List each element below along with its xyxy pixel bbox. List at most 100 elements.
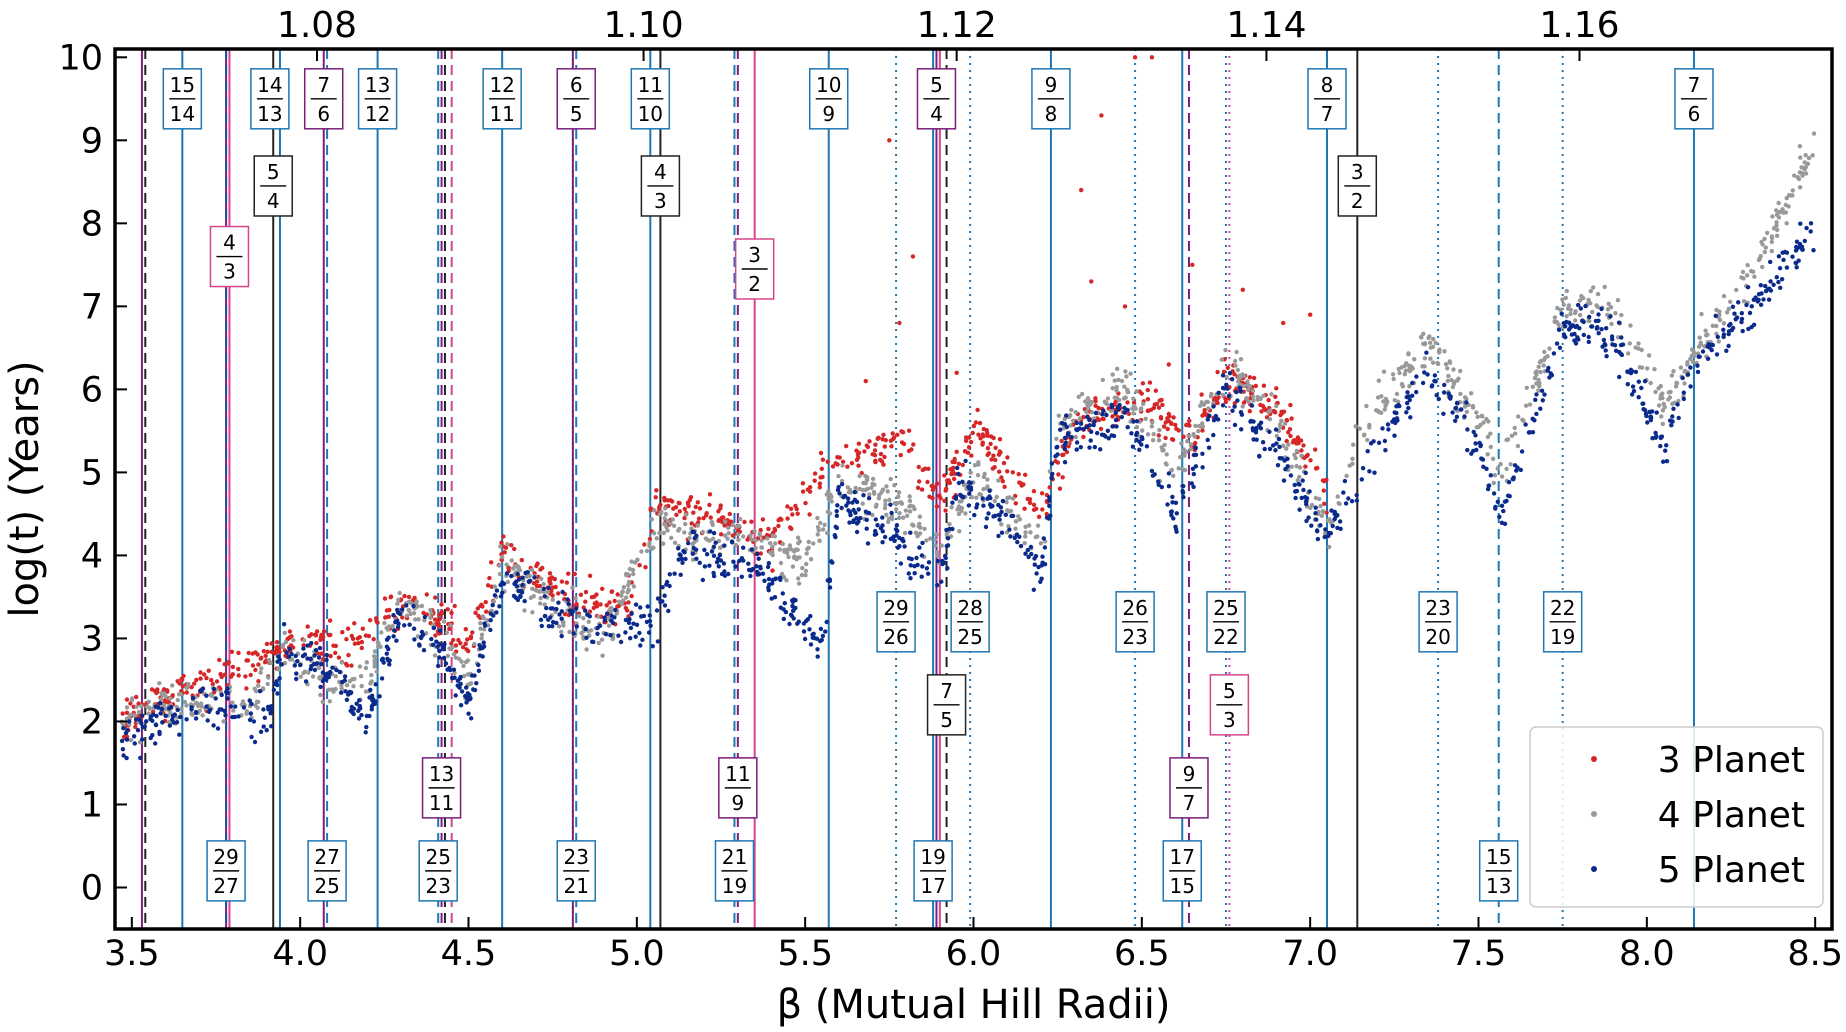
data-point	[996, 533, 1001, 539]
data-point	[1033, 534, 1039, 540]
data-point	[443, 661, 449, 666]
data-point	[785, 504, 790, 509]
data-point	[1781, 257, 1786, 263]
data-point	[970, 430, 975, 436]
data-point	[1755, 299, 1760, 304]
data-point	[1322, 534, 1327, 540]
data-point	[926, 466, 931, 471]
data-point	[971, 423, 976, 429]
data-point	[1336, 501, 1341, 506]
data-point	[1426, 335, 1431, 341]
data-point	[1323, 527, 1328, 532]
data-point	[631, 571, 636, 577]
data-point	[789, 526, 794, 531]
data-point	[516, 577, 522, 582]
data-point	[1471, 429, 1476, 435]
data-point	[985, 496, 990, 501]
data-point	[1322, 479, 1327, 484]
data-point	[1085, 414, 1090, 420]
data-point	[840, 463, 845, 468]
data-point	[1424, 350, 1429, 355]
ratio-label: 32	[1337, 155, 1378, 217]
data-point	[370, 698, 375, 703]
data-point	[228, 674, 234, 679]
data-point	[951, 465, 956, 470]
data-point	[562, 612, 568, 617]
data-point	[533, 587, 538, 593]
data-point	[458, 674, 463, 680]
data-point	[1079, 187, 1084, 193]
data-point	[662, 498, 667, 503]
data-point	[727, 511, 732, 517]
data-point	[1756, 292, 1762, 297]
ratio-numerator: 13	[429, 762, 454, 786]
data-point	[993, 457, 998, 463]
data-point	[1213, 413, 1219, 419]
data-point	[833, 534, 838, 540]
data-point	[856, 507, 861, 512]
data-point	[1626, 351, 1631, 356]
data-point	[351, 684, 356, 689]
data-point	[136, 709, 142, 715]
data-point	[596, 614, 601, 619]
data-point	[479, 632, 485, 637]
data-point	[760, 517, 766, 522]
legend-box	[1529, 726, 1824, 908]
data-point	[1499, 520, 1505, 525]
data-point	[1313, 511, 1318, 516]
data-point	[170, 693, 175, 698]
data-point	[870, 452, 875, 457]
data-point	[695, 523, 700, 528]
data-point	[968, 480, 973, 485]
data-point	[891, 534, 897, 539]
data-point	[150, 712, 156, 717]
data-point	[1207, 413, 1212, 419]
data-point	[1211, 432, 1216, 438]
data-point	[969, 453, 974, 458]
x-tick-label: 8.0	[1619, 934, 1675, 974]
data-point	[1566, 327, 1572, 332]
data-point	[470, 630, 475, 635]
data-point	[1669, 423, 1674, 428]
data-point	[651, 531, 657, 536]
data-point	[1267, 446, 1273, 452]
ratio-denominator: 11	[429, 791, 454, 815]
data-point	[858, 515, 863, 521]
data-point	[711, 553, 717, 558]
data-point	[1297, 507, 1302, 512]
data-point	[802, 636, 808, 642]
data-point	[1131, 419, 1136, 424]
data-point	[753, 538, 758, 543]
data-point	[954, 449, 959, 454]
data-point	[1040, 554, 1045, 559]
data-point	[934, 550, 940, 555]
data-point	[1385, 422, 1391, 427]
data-point	[917, 479, 922, 484]
data-point	[386, 646, 391, 652]
data-point	[1110, 424, 1115, 429]
data-point	[1179, 441, 1184, 446]
data-point	[1534, 369, 1539, 374]
data-point	[1422, 341, 1428, 346]
data-point	[752, 529, 757, 534]
ratio-denominator: 19	[722, 874, 747, 898]
ratio-denominator: 7	[1321, 102, 1334, 126]
data-point	[683, 521, 688, 527]
data-point	[824, 619, 829, 625]
data-point	[791, 555, 797, 560]
data-point	[262, 715, 267, 720]
data-point	[806, 545, 811, 550]
data-point	[1157, 398, 1163, 403]
data-point	[595, 631, 600, 636]
data-point	[504, 571, 510, 576]
data-point	[233, 704, 238, 709]
data-point	[334, 667, 339, 673]
data-point	[708, 515, 713, 520]
data-point	[1548, 371, 1554, 376]
data-point	[805, 617, 811, 622]
data-point	[1292, 452, 1297, 457]
data-point	[1551, 351, 1557, 356]
data-point	[760, 571, 766, 576]
data-point	[1078, 421, 1084, 426]
